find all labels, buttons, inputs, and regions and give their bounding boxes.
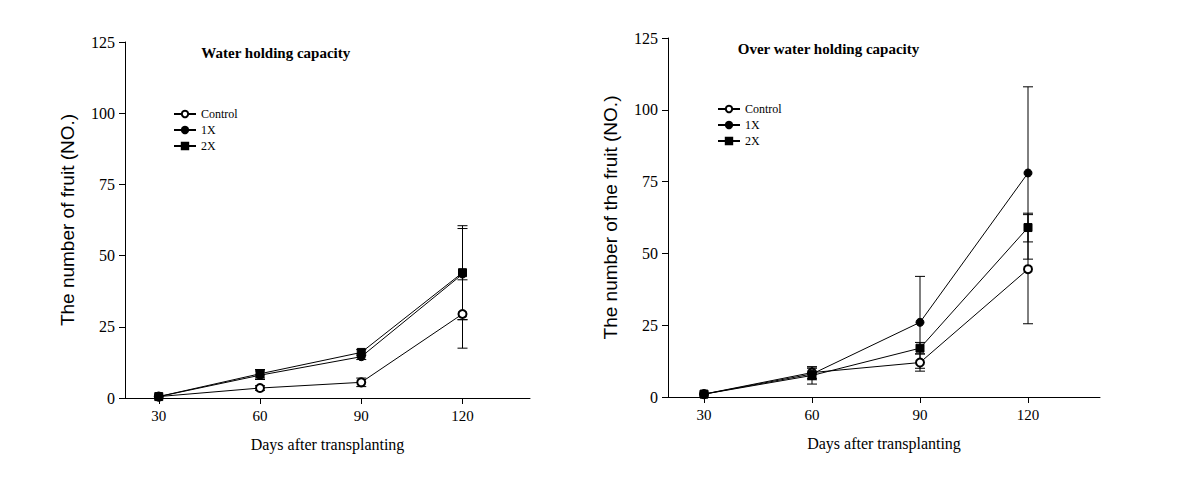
svg-text:2X: 2X [201, 139, 216, 153]
svg-text:100: 100 [91, 105, 115, 122]
svg-text:60: 60 [253, 408, 268, 424]
svg-text:2X: 2X [745, 134, 760, 148]
svg-text:25: 25 [642, 317, 658, 334]
svg-text:1X: 1X [201, 123, 216, 137]
svg-text:60: 60 [805, 407, 820, 423]
svg-text:0: 0 [650, 389, 658, 406]
svg-text:Over water holding capacity: Over water holding capacity [738, 41, 920, 57]
svg-text:Days after transplanting: Days after transplanting [807, 435, 961, 453]
svg-text:120: 120 [1017, 407, 1040, 423]
svg-text:The number of the fruit (NO.): The number of the fruit (NO.) [600, 96, 621, 340]
svg-text:90: 90 [913, 407, 928, 423]
svg-text:125: 125 [634, 30, 658, 47]
svg-text:Control: Control [745, 102, 782, 116]
svg-text:The number of fruit (NO.): The number of fruit (NO.) [57, 114, 78, 326]
svg-text:30: 30 [151, 408, 166, 424]
svg-text:1X: 1X [745, 118, 760, 132]
svg-text:120: 120 [451, 408, 474, 424]
svg-text:50: 50 [99, 247, 115, 264]
svg-text:Control: Control [201, 107, 238, 121]
svg-text:75: 75 [99, 176, 115, 193]
svg-text:30: 30 [697, 407, 712, 423]
svg-text:50: 50 [642, 245, 658, 262]
svg-text:125: 125 [91, 34, 115, 51]
svg-text:0: 0 [107, 390, 115, 407]
svg-text:Water holding capacity: Water holding capacity [201, 45, 350, 61]
svg-text:Days after transplanting: Days after transplanting [251, 436, 405, 454]
svg-text:90: 90 [354, 408, 369, 424]
svg-text:75: 75 [642, 173, 658, 190]
svg-text:100: 100 [634, 101, 658, 118]
svg-text:25: 25 [99, 318, 115, 335]
